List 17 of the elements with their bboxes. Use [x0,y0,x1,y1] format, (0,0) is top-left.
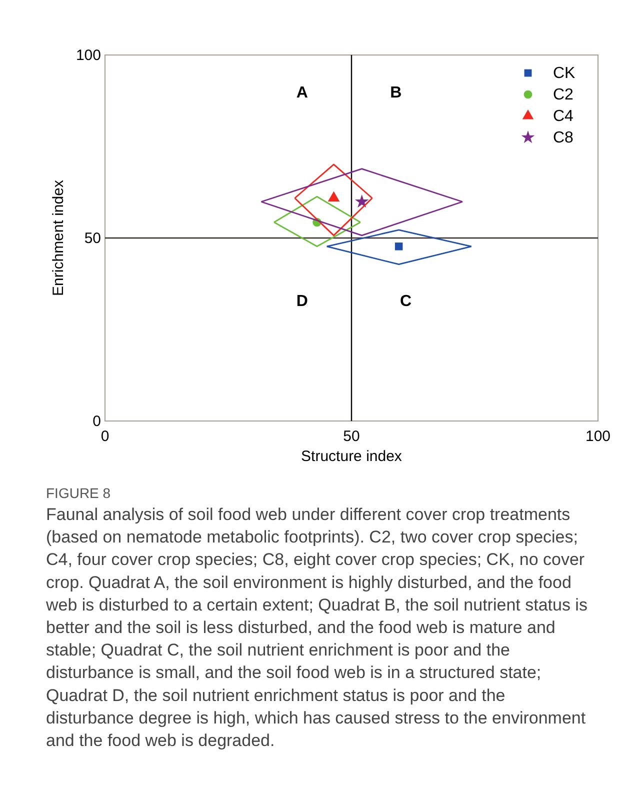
y-tick-label: 0 [92,413,101,430]
x-tick-label: 100 [585,428,611,445]
y-axis-title: Enrichment index [50,180,67,296]
legend-label: C4 [553,108,574,125]
legend-label: CK [553,65,576,82]
annotation: A [296,84,308,102]
annotation: B [390,84,402,102]
y-tick-label: 100 [76,47,101,64]
legend-label: C2 [553,86,574,104]
caption: FIGURE 8 [46,485,111,501]
y-tick-label: 50 [84,230,101,247]
legend-label: C8 [553,130,574,146]
text: Faunal analysis of soil food web under different cover crop treatments (based on nematode metabolic footprints). C2, two cover crop species; C4, four cover crop species; C8, eight cover crop species; CK, no cover crop. Quadrat A, the soil environment is highly disturbed, and the food web is disturbed to a certain extent; Quadrat B, the soil nutrient status is better and the soil is less disturbed, and the food web is mature and stable; Quadrat C, the soil nutrient enrichment is poor and the disturbance is small, and the soil food web is in a structured state; Quadrat D, the soil nutrient enrichment status is poor and the disturbance degree is high, which has caused stress to the environment and the food web is degraded. [46,505,588,750]
x-tick-label: 50 [343,428,360,445]
x-axis-title: Structure index [301,448,402,465]
annotation: C [400,293,412,310]
annotation: D [296,293,308,310]
